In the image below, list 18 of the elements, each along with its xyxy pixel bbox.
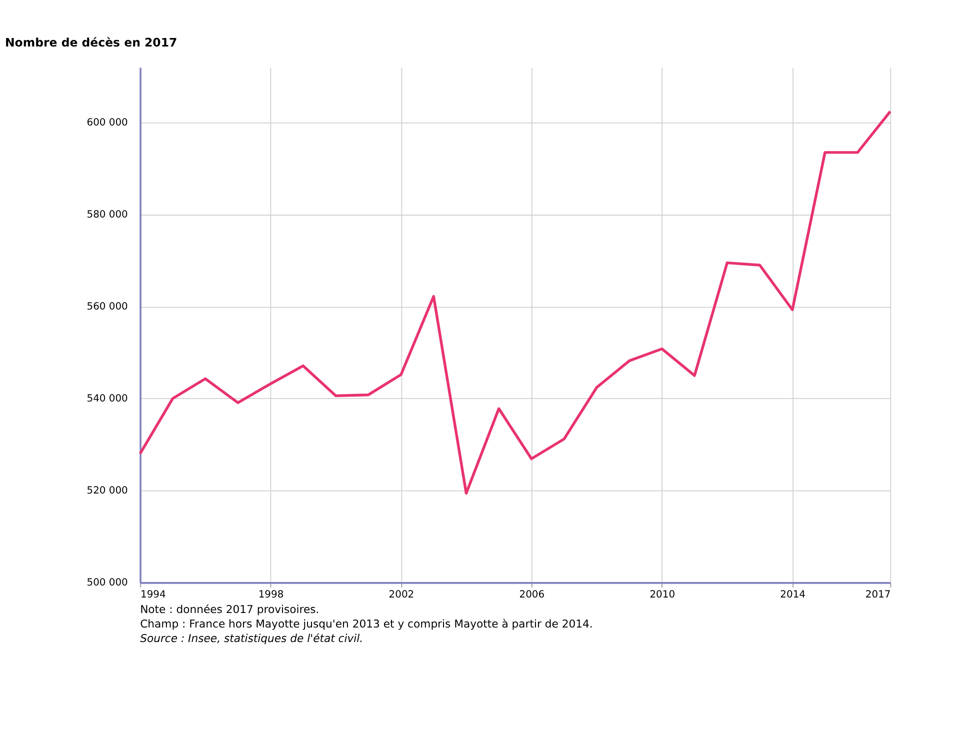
line-series	[138, 110, 892, 495]
y-tick-label: 560 000	[86, 302, 128, 313]
text: Champ : France hors Mayotte jusqu'en 2013 et y compris Mayotte à partir de 2014.	[140, 618, 593, 631]
y-tick-label: 540 000	[86, 394, 128, 405]
x-tick-label: 2010	[650, 589, 676, 600]
y-tick-label: 500 000	[86, 578, 128, 589]
y-tick-label: 520 000	[86, 486, 128, 497]
x-tick-label: 2017	[865, 589, 891, 600]
text: Note : données 2017 provisoires.	[140, 603, 320, 616]
source-note: Source : Insee, statistiques de l'état civil.	[140, 632, 364, 646]
x-tick-label: 1998	[258, 589, 284, 600]
x-tick-label: 2002	[388, 589, 414, 600]
x-tick-label: 2014	[780, 589, 806, 600]
chart-title: Nombre de décès en 2017	[4, 36, 178, 50]
x-tick-label: 2006	[519, 589, 545, 600]
y-tick-label: 580 000	[86, 210, 128, 221]
y-tick-label: 600 000	[86, 118, 128, 129]
x-tick-label: 1994	[140, 589, 166, 600]
